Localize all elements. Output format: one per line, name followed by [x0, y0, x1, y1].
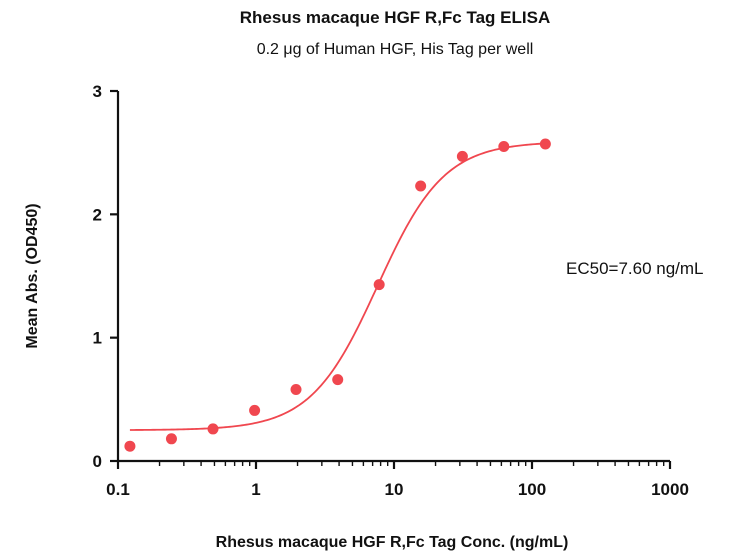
data-point — [456, 150, 468, 162]
fit-curve — [129, 142, 546, 431]
data-point — [415, 180, 427, 192]
y-tick-label: 0 — [93, 452, 102, 471]
points-layer — [124, 138, 551, 452]
data-point — [165, 433, 177, 445]
x-tick-label: 10 — [385, 480, 404, 499]
x-tick-label: 1000 — [651, 480, 689, 499]
data-point — [539, 138, 551, 150]
axes: 0.1 1 10 100 1000 0 1 2 3 — [93, 82, 689, 499]
chart-title: Rhesus macaque HGF R,Fc Tag ELISA — [240, 8, 550, 27]
fit-layer — [129, 142, 546, 431]
data-point — [249, 404, 261, 416]
y-tick-label: 3 — [93, 82, 102, 101]
data-point — [498, 141, 510, 152]
y-tick-label: 2 — [93, 205, 102, 224]
x-tick-label: 100 — [518, 480, 546, 499]
x-tick-label: 1 — [251, 480, 260, 499]
x-tick-label: 0.1 — [106, 480, 130, 499]
y-tick-label: 1 — [93, 329, 102, 348]
data-point — [373, 279, 385, 291]
x-axis-label: Rhesus macaque HGF R,Fc Tag Conc. (ng/mL… — [216, 534, 569, 551]
chart-subtitle: 0.2 μg of Human HGF, His Tag per well — [257, 41, 534, 58]
data-point — [332, 374, 344, 386]
data-point — [124, 440, 136, 452]
ec50-annotation: EC50=7.60 ng/mL — [566, 259, 704, 278]
data-point — [290, 383, 302, 395]
data-point — [207, 423, 219, 435]
y-axis-label: Mean Abs. (OD450) — [24, 203, 41, 348]
